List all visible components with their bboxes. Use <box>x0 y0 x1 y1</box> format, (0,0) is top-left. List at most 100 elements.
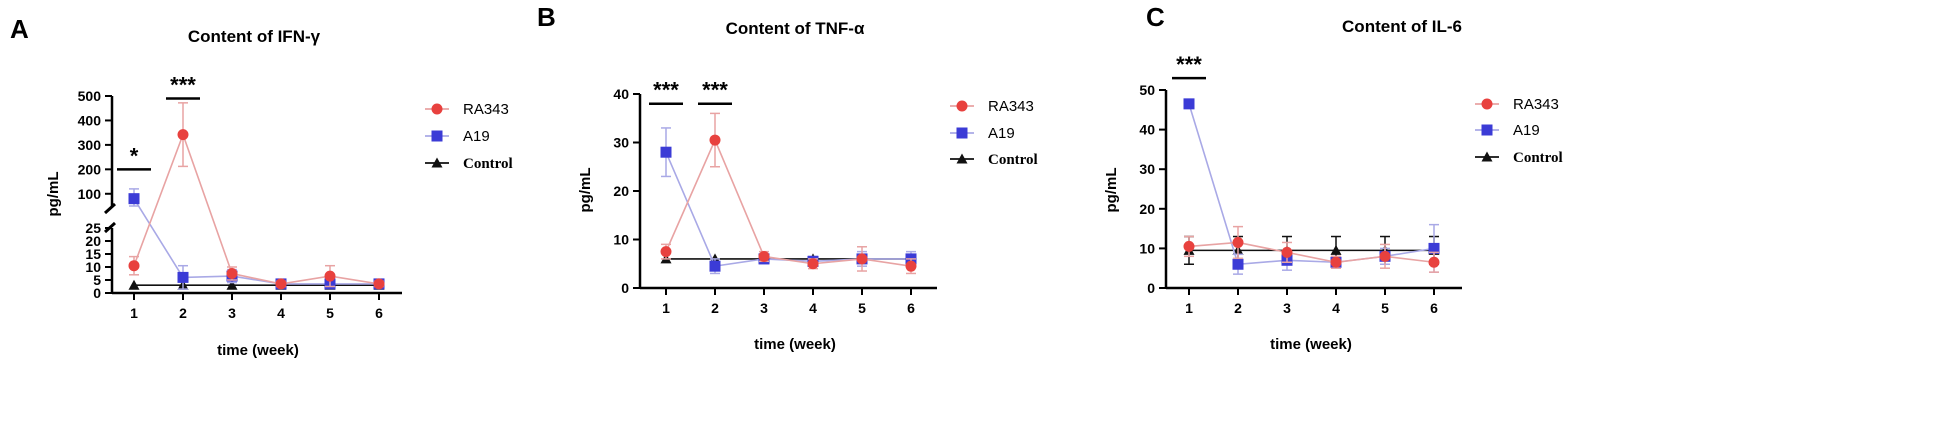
panel-c: C Content of IL-6 time (week) pg/mL 0 10 20 30 4… <box>1103 2 1563 353</box>
data-point-ra343 <box>275 278 287 290</box>
series-a19 <box>660 127 917 275</box>
series-ra343 <box>1183 225 1440 273</box>
y-tick-label: 30 <box>1139 161 1155 177</box>
data-point-ra343 <box>660 246 672 258</box>
data-point-ra343 <box>1379 250 1391 262</box>
y-tick-label: 20 <box>85 233 101 249</box>
x-tick-label: 2 <box>179 305 187 321</box>
y-tick-label: 0 <box>1147 280 1155 296</box>
series-line <box>133 198 379 285</box>
y-tick-label: 10 <box>85 259 101 275</box>
panel-letter: B <box>537 2 556 32</box>
y-tick-label: 10 <box>613 232 629 248</box>
data-point-control <box>226 279 238 290</box>
y-tick-label: 400 <box>78 112 102 128</box>
legend-label: A19 <box>988 125 1015 142</box>
data-point-ra343 <box>709 134 721 146</box>
legend-item-control: Control <box>950 152 1038 168</box>
data-point-ra343 <box>128 260 140 272</box>
x-tick-label: 6 <box>375 305 383 321</box>
y-tick-label: 0 <box>621 280 629 296</box>
y-tick-label: 20 <box>1139 201 1155 217</box>
x-tick-label: 3 <box>760 300 768 316</box>
legend-label: Control <box>988 152 1038 168</box>
data-point-ra343 <box>1281 246 1293 258</box>
legend-item-a19: A19 <box>1475 122 1540 139</box>
legend-label: RA343 <box>1513 96 1559 113</box>
x-tick-label: 6 <box>1430 300 1438 316</box>
x-tick-label: 1 <box>130 305 138 321</box>
y-tick-label: 5 <box>93 272 101 288</box>
legend-marker <box>431 103 443 115</box>
data-point-ra343 <box>856 253 868 265</box>
y-tick-label: 15 <box>85 246 101 262</box>
legend-item-ra343: RA343 <box>425 101 509 118</box>
series-control <box>1183 235 1440 265</box>
data-point-ra343 <box>226 268 238 279</box>
y-tick-label: 40 <box>1139 122 1155 138</box>
data-point-a19 <box>177 271 189 283</box>
x-axis-label: time (week) <box>217 342 299 359</box>
legend-item-control: Control <box>1475 150 1563 166</box>
x-tick-label: 2 <box>1234 300 1242 316</box>
legend-marker <box>956 127 968 139</box>
legend-label: A19 <box>463 128 490 145</box>
data-point-ra343 <box>758 250 770 262</box>
data-point-ra343 <box>807 258 819 270</box>
significance-label: * <box>130 143 139 168</box>
y-tick-label: 40 <box>613 86 629 102</box>
y-axis-label: pg/mL <box>1103 168 1120 213</box>
data-point-a19 <box>1428 242 1440 254</box>
series-a19 <box>128 188 385 290</box>
data-point-a19 <box>1232 258 1244 270</box>
x-tick-label: 4 <box>1332 300 1340 316</box>
x-tick-label: 1 <box>662 300 670 316</box>
axis-break-mark <box>103 202 117 215</box>
y-tick-label: 200 <box>78 161 102 177</box>
legend-label: RA343 <box>463 101 509 118</box>
chart-title: Content of IL-6 <box>1342 17 1462 36</box>
legend-item-ra343: RA343 <box>1475 96 1559 113</box>
data-point-ra343 <box>1183 240 1195 252</box>
legend-item-ra343: RA343 <box>950 98 1034 115</box>
y-axis-label: pg/mL <box>577 168 594 213</box>
legend-marker <box>431 157 443 168</box>
x-axis-label: time (week) <box>1270 336 1352 353</box>
panel-letter: A <box>10 14 29 44</box>
legend-marker <box>1481 151 1493 162</box>
y-tick-label: 25 <box>85 220 101 236</box>
x-tick-label: 5 <box>1381 300 1389 316</box>
chart-title: Content of TNF-α <box>726 19 865 38</box>
series-control <box>128 279 385 290</box>
series-ra343 <box>660 112 917 275</box>
legend-label: Control <box>1513 150 1563 166</box>
legend-marker <box>1481 124 1493 136</box>
x-tick-label: 5 <box>858 300 866 316</box>
series-line <box>1188 241 1435 264</box>
legend-marker <box>431 130 443 142</box>
significance-label: *** <box>653 78 679 103</box>
y-tick-label: 0 <box>93 285 101 301</box>
data-point-ra343 <box>177 129 189 141</box>
significance-label: *** <box>170 72 196 97</box>
x-axis-label: time (week) <box>754 336 836 353</box>
data-point-control <box>1330 244 1342 255</box>
y-tick-label: 100 <box>78 186 102 202</box>
y-tick-label: 20 <box>613 183 629 199</box>
data-point-ra343 <box>373 278 385 290</box>
legend-label: Control <box>463 156 513 172</box>
significance-label: *** <box>1176 52 1202 77</box>
x-tick-label: 6 <box>907 300 915 316</box>
panel-letter: C <box>1146 2 1165 32</box>
data-point-a19 <box>709 260 721 272</box>
x-tick-label: 5 <box>326 305 334 321</box>
y-tick-label: 10 <box>1139 240 1155 256</box>
series-ra343 <box>128 102 385 290</box>
data-point-control <box>128 279 140 290</box>
x-tick-label: 3 <box>228 305 236 321</box>
series-line <box>133 132 380 285</box>
legend-label: RA343 <box>988 98 1034 115</box>
y-tick-label: 300 <box>78 137 102 153</box>
legend-item-a19: A19 <box>950 125 1015 142</box>
